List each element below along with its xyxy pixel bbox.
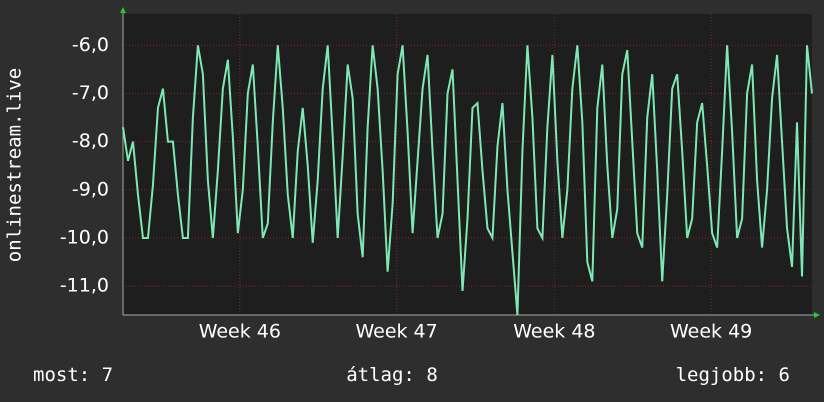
legend-entry: legjobb: 6 <box>676 364 790 386</box>
legend-label: átlag: <box>346 364 415 386</box>
legend-value: 6 <box>779 364 790 386</box>
legend-entry: átlag: 8 <box>346 364 438 386</box>
y-tick-label: -10,0 <box>60 226 109 248</box>
x-tick-label: Week 49 <box>670 321 752 343</box>
legend-label: most: <box>33 364 90 386</box>
legend-value: 7 <box>102 364 113 386</box>
plot-area <box>123 14 812 315</box>
data-line <box>122 45 813 316</box>
y-tick-label: -11,0 <box>60 275 109 297</box>
legend-label: legjobb: <box>676 364 768 386</box>
y-tick-label: -8,0 <box>72 130 109 152</box>
y-tick-label: -9,0 <box>72 178 109 200</box>
legend: most: 7 átlag: 8 legjobb: 6 <box>33 364 790 386</box>
x-tick-label: Week 46 <box>199 321 281 343</box>
x-tick-label: Week 47 <box>355 321 437 343</box>
y-tick-label: -6,0 <box>72 34 109 56</box>
axis-arrow <box>814 312 820 318</box>
y-tick-label: -7,0 <box>72 82 109 104</box>
axis-arrow <box>120 7 126 13</box>
legend-value: 8 <box>426 364 437 386</box>
x-tick-label: Week 48 <box>513 321 595 343</box>
y-axis-title: onlinestream.live <box>4 68 26 262</box>
legend-entry: most: 7 <box>33 364 113 386</box>
